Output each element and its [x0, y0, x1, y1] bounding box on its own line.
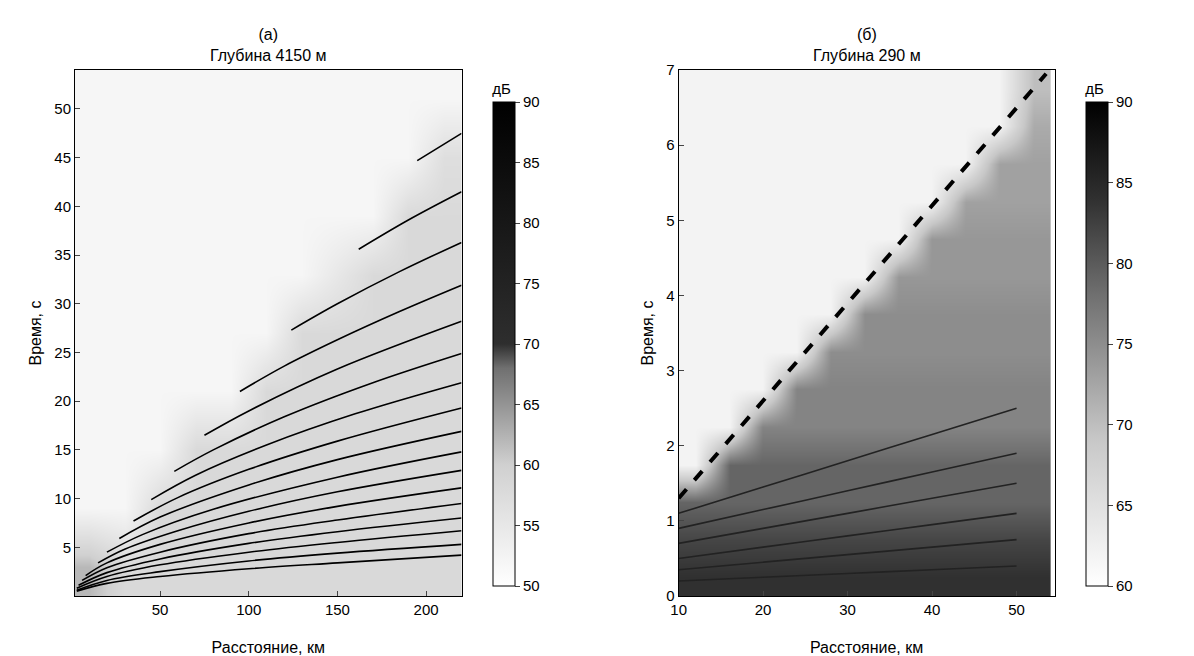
- svg-text:40: 40: [54, 198, 71, 215]
- svg-text:65: 65: [1116, 497, 1133, 514]
- svg-text:15: 15: [54, 441, 71, 458]
- svg-text:50: 50: [152, 601, 169, 618]
- svg-text:(б)Глубина 290 м: (б)Глубина 290 м: [813, 26, 921, 64]
- svg-text:20: 20: [54, 392, 71, 409]
- svg-text:1: 1: [666, 512, 674, 529]
- svg-text:60: 60: [1116, 577, 1133, 594]
- svg-text:40: 40: [924, 601, 941, 618]
- svg-text:Расстояние, км: Расстояние, км: [212, 639, 325, 656]
- svg-text:50: 50: [54, 100, 71, 117]
- svg-text:80: 80: [1116, 255, 1133, 272]
- svg-text:5: 5: [63, 539, 71, 556]
- svg-text:90: 90: [1116, 93, 1133, 110]
- svg-text:85: 85: [523, 154, 540, 171]
- svg-text:(а)Глубина 4150 м: (а)Глубина 4150 м: [210, 26, 327, 64]
- svg-text:65: 65: [523, 396, 540, 413]
- svg-text:50: 50: [1008, 601, 1025, 618]
- svg-text:80: 80: [523, 214, 540, 231]
- svg-text:60: 60: [523, 456, 540, 473]
- svg-text:10: 10: [54, 490, 71, 507]
- svg-text:150: 150: [325, 601, 350, 618]
- svg-text:Расстояние, км: Расстояние, км: [810, 639, 923, 656]
- svg-text:30: 30: [54, 295, 71, 312]
- svg-text:дБ: дБ: [1085, 80, 1104, 97]
- svg-text:70: 70: [523, 335, 540, 352]
- svg-text:30: 30: [839, 601, 856, 618]
- svg-text:25: 25: [54, 344, 71, 361]
- svg-text:Время, с: Время, с: [639, 300, 656, 365]
- svg-text:20: 20: [755, 601, 772, 618]
- svg-text:90: 90: [523, 93, 540, 110]
- svg-text:4: 4: [666, 287, 674, 304]
- svg-text:75: 75: [1116, 335, 1133, 352]
- svg-text:100: 100: [236, 601, 261, 618]
- svg-text:6: 6: [666, 136, 674, 153]
- svg-text:50: 50: [523, 577, 540, 594]
- svg-text:85: 85: [1116, 174, 1133, 191]
- svg-text:5: 5: [666, 212, 674, 229]
- svg-text:10: 10: [670, 601, 687, 618]
- svg-text:45: 45: [54, 149, 71, 166]
- svg-text:55: 55: [523, 517, 540, 534]
- svg-text:дБ: дБ: [492, 80, 511, 97]
- svg-text:200: 200: [414, 601, 439, 618]
- svg-text:3: 3: [666, 362, 674, 379]
- svg-text:7: 7: [666, 61, 674, 78]
- svg-text:2: 2: [666, 437, 674, 454]
- svg-text:70: 70: [1116, 416, 1133, 433]
- svg-text:75: 75: [523, 275, 540, 292]
- svg-text:Время, с: Время, с: [27, 300, 44, 365]
- svg-text:35: 35: [54, 246, 71, 263]
- svg-text:0: 0: [666, 587, 674, 604]
